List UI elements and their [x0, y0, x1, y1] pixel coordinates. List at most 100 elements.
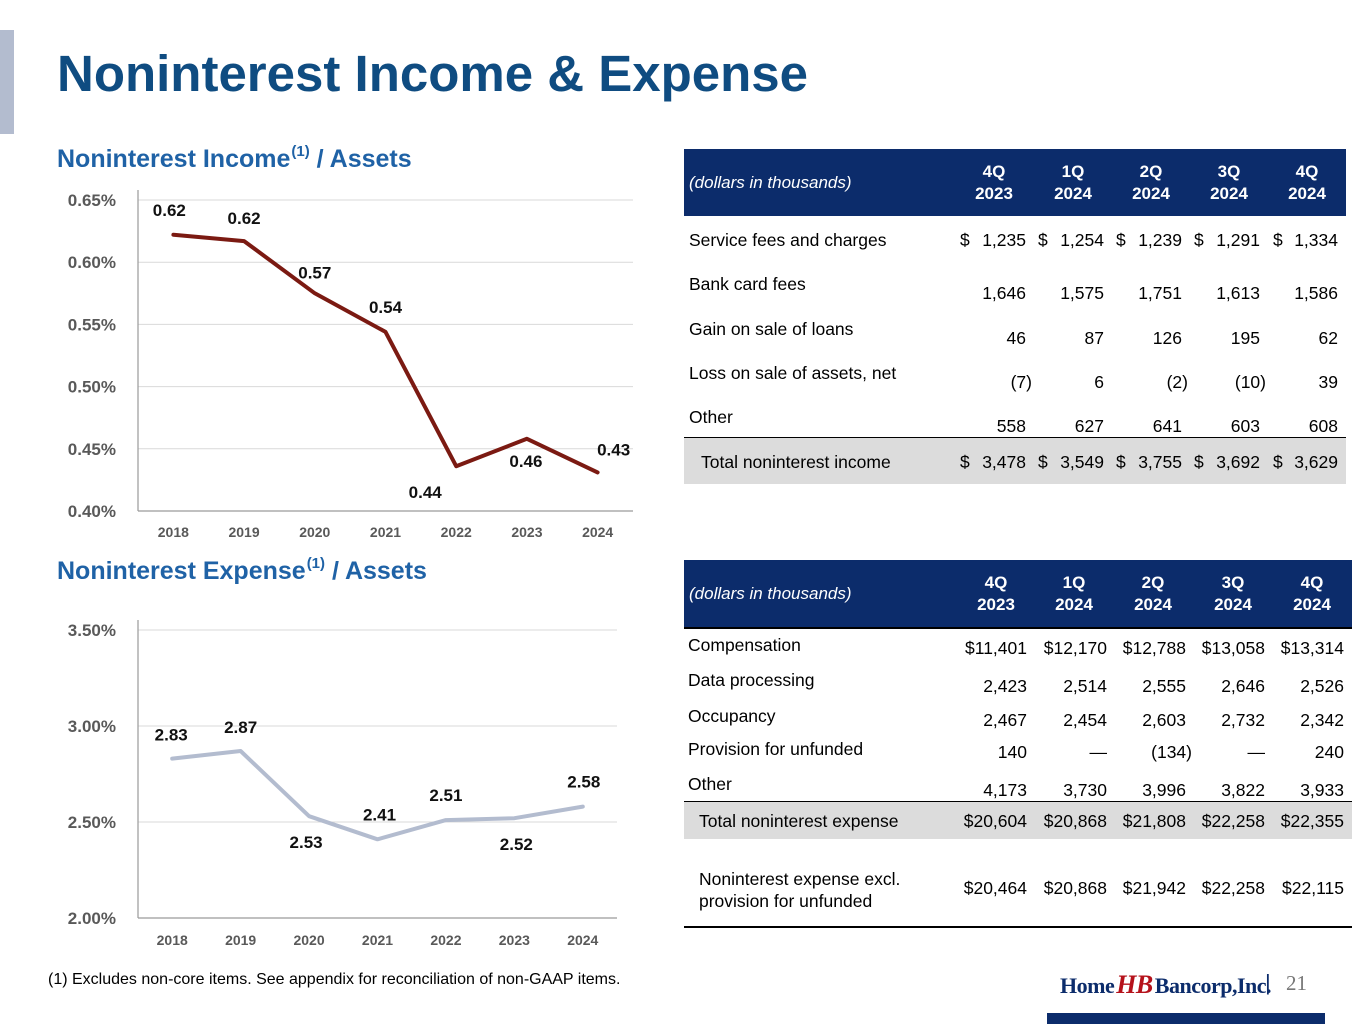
expense-cell: 3,933 — [1300, 780, 1344, 800]
expense-excl-label-line2: provision for unfunded — [699, 891, 873, 911]
x-tick-label: 2023 — [499, 932, 530, 948]
expense-excl-cell: $22,115 — [1282, 878, 1344, 898]
data-label: 0.44 — [409, 483, 443, 502]
y-tick-label: 3.50% — [68, 621, 116, 640]
data-label: 2.51 — [429, 786, 462, 805]
income-cell: 6 — [1094, 372, 1104, 392]
data-label: 2.58 — [567, 773, 600, 792]
income-cell: 195 — [1230, 328, 1260, 348]
col-line1: 4Q — [1295, 162, 1319, 181]
expense-col-header: 1Q 2024 — [1037, 572, 1111, 616]
income-row-label: Other — [689, 407, 733, 427]
y-tick-label: 0.50% — [68, 378, 116, 397]
x-tick-label: 2021 — [362, 932, 393, 948]
income-cell: 1,235 — [982, 230, 1026, 250]
income-total-cell: 3,478 — [982, 452, 1026, 472]
dollar-sign: $ — [1038, 230, 1048, 250]
expense-col-header: 3Q 2024 — [1196, 572, 1270, 616]
x-tick-label: 2020 — [293, 932, 324, 948]
col-line2: 2024 — [1293, 595, 1331, 614]
income-cell: 39 — [1318, 372, 1338, 392]
expense-total-label: Total noninterest expense — [699, 811, 899, 831]
expense-cell: (134) — [1151, 742, 1192, 762]
logo-home: Home — [1060, 973, 1115, 998]
expense-row-label: Compensation — [688, 635, 801, 655]
income-cell: 641 — [1152, 416, 1182, 436]
dollar-sign: $ — [1273, 452, 1283, 472]
income-chart-title-text: Noninterest Income — [57, 145, 291, 173]
expense-chart-title: Noninterest Expense(1) / Assets — [57, 555, 427, 586]
income-chart-title-sup: (1) — [291, 143, 310, 160]
income-col-header: 4Q 2024 — [1270, 161, 1344, 205]
expense-cell: 2,646 — [1221, 676, 1265, 696]
series-line — [170, 749, 585, 842]
expense-cell: 3,996 — [1142, 780, 1186, 800]
income-cell: 1,334 — [1294, 230, 1338, 250]
income-cell: 603 — [1230, 416, 1260, 436]
col-line2: 2024 — [1132, 184, 1170, 203]
income-table-caption: (dollars in thousands) — [689, 173, 852, 192]
income-cell: 1,239 — [1138, 230, 1182, 250]
income-cell: 1,586 — [1294, 283, 1338, 303]
x-tick-label: 2022 — [441, 524, 472, 540]
table-rule — [684, 801, 1352, 802]
expense-total-cell: $21,808 — [1122, 811, 1186, 831]
expense-cell: 2,467 — [983, 710, 1027, 730]
expense-excl-label-line1: Noninterest expense excl. — [699, 869, 901, 889]
table-rule — [684, 627, 1352, 629]
income-cell: (7) — [1010, 372, 1032, 392]
dollar-sign: $ — [960, 230, 970, 250]
expense-excl-cell: $21,942 — [1122, 878, 1186, 898]
col-line2: 2024 — [1214, 595, 1252, 614]
x-tick-label: 2018 — [157, 932, 188, 948]
expense-cell: 2,454 — [1063, 710, 1107, 730]
expense-excl-cell: $20,464 — [963, 878, 1027, 898]
data-label: 0.62 — [153, 201, 186, 220]
y-tick-label: 0.45% — [68, 440, 116, 459]
bottom-bar — [1047, 1013, 1325, 1024]
expense-chart-title-suffix: / Assets — [331, 557, 427, 585]
data-label: 0.43 — [597, 440, 630, 459]
y-tick-label: 0.55% — [68, 315, 116, 334]
income-total-cell: 3,629 — [1294, 452, 1338, 472]
data-label: 2.41 — [363, 805, 396, 824]
x-tick-label: 2023 — [511, 524, 542, 540]
expense-cell: 3,730 — [1063, 780, 1107, 800]
data-label: 2.87 — [224, 718, 257, 737]
expense-cell: $13,314 — [1280, 638, 1344, 658]
income-line-chart: 0.65% 0.60% 0.55% 0.50% 0.45% 0.40% 2018 2019 20… — [68, 190, 633, 540]
data-label: 2.52 — [500, 835, 533, 854]
dollar-sign: $ — [1194, 230, 1204, 250]
income-cell: 1,291 — [1216, 230, 1260, 250]
expense-chart-title-text: Noninterest Expense — [57, 557, 306, 585]
expense-chart-title-sup: (1) — [306, 555, 326, 572]
col-line2: 2024 — [1288, 184, 1326, 203]
income-cell: 1,613 — [1216, 283, 1260, 303]
expense-row-label: Other — [688, 774, 732, 794]
income-cell: 608 — [1308, 416, 1338, 436]
footnote: (1) Excludes non-core items. See appendi… — [48, 971, 621, 988]
expense-cell: $11,401 — [965, 638, 1027, 658]
income-total-cell: 3,692 — [1216, 452, 1260, 472]
expense-row-label: Data processing — [688, 670, 815, 690]
col-line1: 4Q — [982, 162, 1006, 181]
col-line1: 3Q — [1217, 162, 1241, 181]
col-line1: 1Q — [1061, 162, 1085, 181]
expense-table-header: (dollars in thousands) 4Q 2023 1Q 2024 2Q 2… — [684, 560, 1352, 627]
logo-separator: | — [1265, 970, 1271, 995]
income-row-label: Gain on sale of loans — [689, 319, 854, 339]
income-col-header: 2Q 2024 — [1114, 161, 1188, 205]
expense-cell: 2,732 — [1221, 710, 1265, 730]
expense-col-header: 4Q 2023 — [959, 572, 1033, 616]
dollar-sign: $ — [1273, 230, 1283, 250]
x-tick-label: 2019 — [228, 524, 259, 540]
income-col-header: 3Q 2024 — [1192, 161, 1266, 205]
income-chart-title: Noninterest Income(1) / Assets — [57, 143, 412, 174]
income-total-label: Total noninterest income — [701, 452, 891, 472]
col-line1: 4Q — [984, 573, 1008, 592]
y-tick-label: 2.50% — [68, 813, 116, 832]
expense-cell: 2,514 — [1063, 676, 1107, 696]
expense-cell: 2,423 — [983, 676, 1027, 696]
col-line2: 2024 — [1054, 184, 1092, 203]
expense-cell: — — [1089, 742, 1108, 762]
